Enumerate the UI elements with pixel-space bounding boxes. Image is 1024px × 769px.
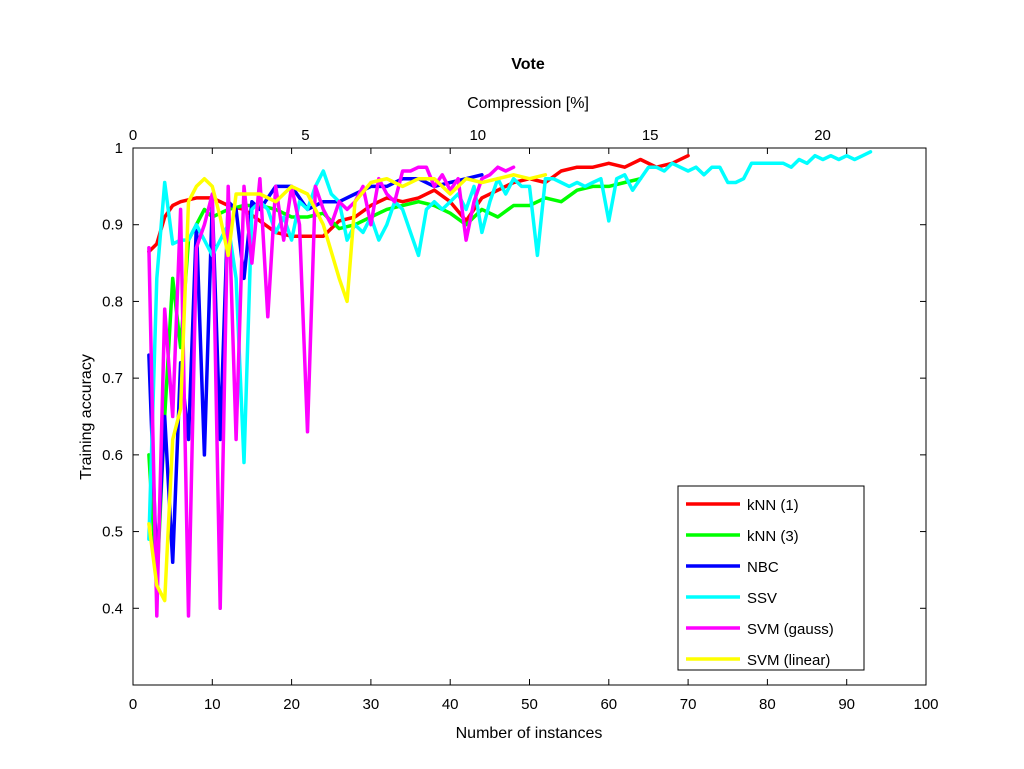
legend-label: NBC (747, 559, 779, 576)
chart-title: Vote (511, 56, 545, 73)
x-tick-label: 40 (442, 696, 459, 713)
y-tick-label: 0.5 (102, 524, 123, 541)
x2-axis: 0 5 10 15 20 (129, 127, 831, 144)
y-tick-label: 0.6 (102, 447, 123, 464)
series-line-6 (147, 173, 548, 603)
legend-label: SSV (747, 590, 777, 607)
x-tick-label: 60 (600, 696, 617, 713)
x2-tick-label: 5 (301, 127, 309, 144)
y-tick-label: 0.8 (102, 293, 123, 310)
x-tick-label: 80 (759, 696, 776, 713)
x-tick-label: 30 (363, 696, 380, 713)
legend: kNN (1) kNN (3) NBC SSV SVM (gauss) SVM (line… (677, 485, 865, 671)
x-tick-label: 90 (838, 696, 855, 713)
x-axis-title: Number of instances (456, 725, 603, 742)
x-tick-label: 70 (680, 696, 697, 713)
x-tick-label: 100 (913, 696, 938, 713)
legend-label: SVM (linear) (747, 652, 830, 669)
legend-box (677, 485, 865, 671)
y-tick-label: 0.7 (102, 370, 123, 387)
x-tick-label: 50 (521, 696, 538, 713)
x2-tick-label: 15 (642, 127, 659, 144)
y-axis: 0.4 0.5 0.6 0.7 0.8 0.9 1 (102, 140, 926, 617)
series-lines (147, 150, 873, 618)
series-line-5 (147, 165, 516, 618)
x-tick-label: 20 (283, 696, 300, 713)
legend-label: SVM (gauss) (747, 621, 834, 638)
y-axis-title: Training accuracy (78, 354, 95, 480)
y-tick-label: 0.4 (102, 600, 123, 617)
x-tick-label: 10 (204, 696, 221, 713)
x-tick-label: 0 (129, 696, 137, 713)
x2-tick-label: 10 (469, 127, 486, 144)
legend-label: kNN (3) (747, 528, 799, 545)
y-tick-label: 1 (115, 140, 123, 157)
x2-tick-label: 20 (814, 127, 831, 144)
x-axis: 0 10 20 30 40 50 60 70 80 90 100 (129, 148, 939, 713)
x2-axis-title: Compression [%] (467, 95, 589, 112)
x2-tick-label: 0 (129, 127, 137, 144)
legend-label: kNN (1) (747, 497, 799, 514)
y-tick-label: 0.9 (102, 217, 123, 234)
